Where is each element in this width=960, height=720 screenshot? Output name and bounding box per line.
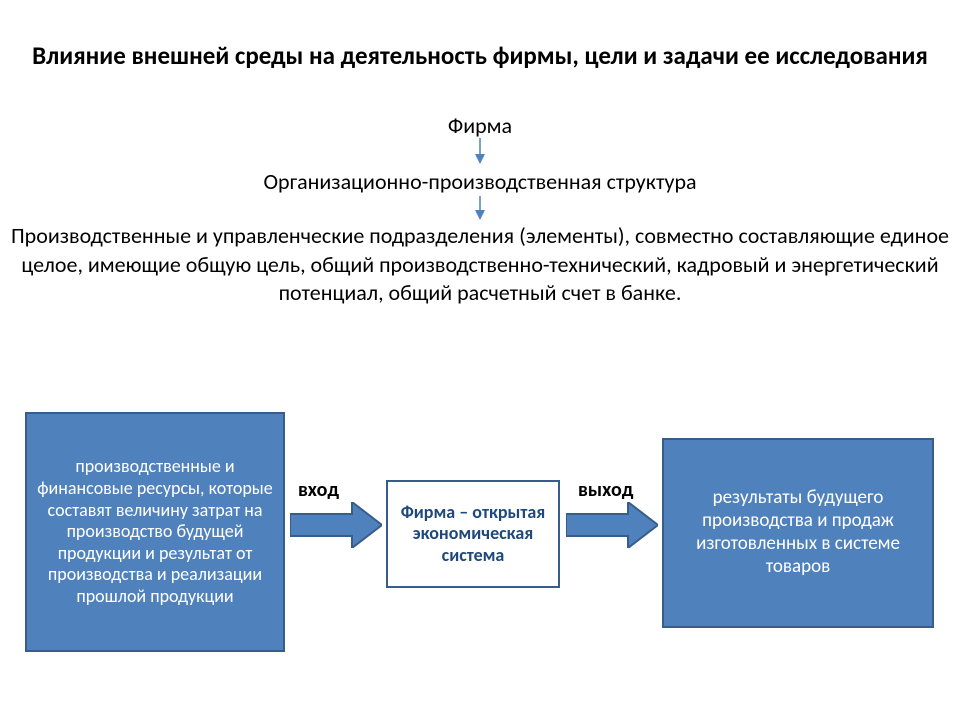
box-inputs: производственные и финансовые ресурсы, к… [25, 412, 285, 652]
box-outputs: результаты будущего производства и прода… [662, 438, 934, 628]
description-text: Производственные и управленческие подраз… [10, 222, 950, 308]
org-structure-label: Организационно-производственная структур… [0, 168, 960, 195]
arrow-output [566, 502, 658, 548]
arrow-output-label: выход [578, 478, 633, 502]
firm-label: Фирма [0, 112, 960, 139]
arrow-input-label: вход [298, 478, 339, 502]
page-title: Влияние внешней среды на деятельность фи… [0, 40, 960, 71]
arrow-down-1 [473, 138, 487, 164]
arrow-input [290, 502, 382, 548]
arrow-down-2 [473, 196, 487, 220]
box-firm-system: Фирма – открытая экономическая система [386, 480, 560, 588]
